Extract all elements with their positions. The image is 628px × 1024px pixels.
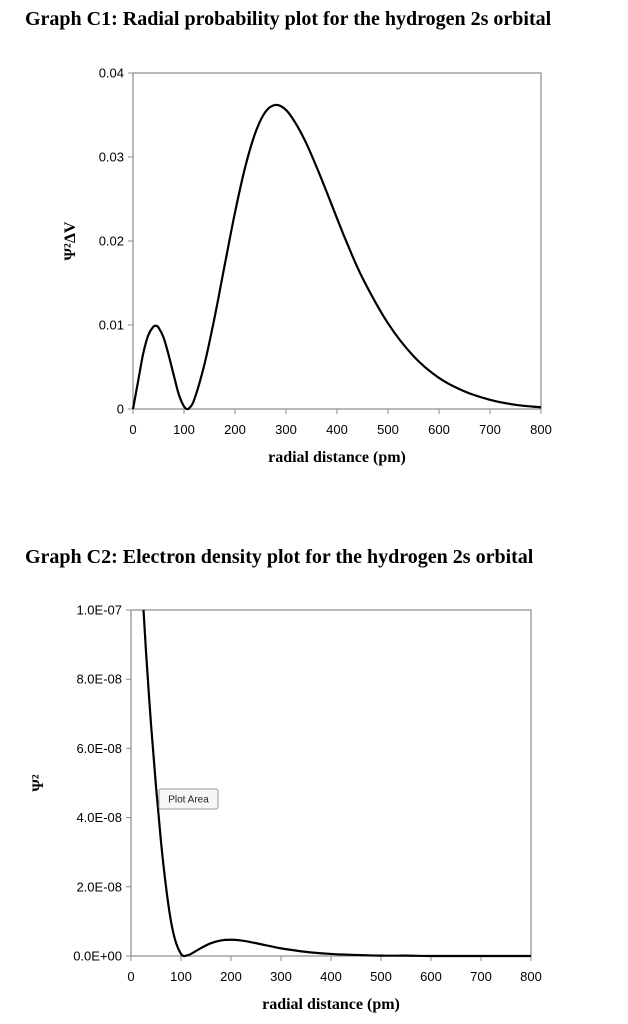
c1-x-tick-label: 400 — [326, 422, 348, 437]
c1-y-tick-label: 0.01 — [99, 318, 124, 333]
c1-y-tick-label: 0.04 — [99, 66, 124, 81]
c2-y-tick-label: 1.0E-07 — [76, 603, 122, 618]
c1-x-tick-label: 100 — [173, 422, 195, 437]
c1-x-tick-label: 0 — [129, 422, 136, 437]
c1-y-tick-label: 0.03 — [99, 150, 124, 165]
c1-x-tick-label: 700 — [479, 422, 501, 437]
c2-x-tick-label: 400 — [320, 969, 342, 984]
c1-x-tick-label: 600 — [428, 422, 450, 437]
c1-y-tick-label: 0.02 — [99, 234, 124, 249]
chart-c1-title: Graph C1: Radial probability plot for th… — [25, 8, 552, 30]
c2-tooltip-text: Plot Area — [168, 795, 209, 806]
c2-y-tick-label: 0.0E+00 — [73, 949, 122, 964]
c2-x-tick-label: 800 — [520, 969, 542, 984]
c1-series-line-0 — [131, 103, 542, 411]
c2-x-tick-label: 300 — [270, 969, 292, 984]
c2-x-tick-label: 700 — [470, 969, 492, 984]
c2-y-tick-label: 6.0E-08 — [76, 741, 122, 756]
c2-tooltip-box — [158, 788, 219, 810]
c1-x-tick-label: 800 — [530, 422, 552, 437]
c1-y-tick-label: 0 — [117, 402, 124, 417]
c2-x-tick-label: 0 — [127, 969, 134, 984]
c2-y-tick-label: 8.0E-08 — [76, 672, 122, 687]
c1-x-tick-label: 200 — [224, 422, 246, 437]
c2-x-tick-label: 100 — [170, 969, 192, 984]
c2-x-tick-label: 200 — [220, 969, 242, 984]
c2-x-tick-label: 500 — [370, 969, 392, 984]
c2-series-line-0 — [142, 609, 531, 958]
chart-c2-title: Graph C2: Electron density plot for the … — [25, 546, 534, 568]
c2-y-tick-label: 4.0E-08 — [76, 810, 122, 825]
c2-y-axis-label: Ψ² — [30, 774, 47, 791]
chart-c1: 0 0.01 0.02 0.03 0.04 0 100 200 300 400 500 600 700 8… — [62, 66, 552, 467]
c1-y-axis-label: Ψ²ΔV — [62, 221, 79, 260]
c2-plot-area — [130, 609, 532, 957]
c1-x-axis-label: radial distance (pm) — [268, 449, 406, 466]
c1-x-tick-label: 500 — [377, 422, 399, 437]
c1-x-tick-label: 300 — [275, 422, 297, 437]
c2-x-axis-label: radial distance (pm) — [262, 996, 400, 1013]
c2-y-tick-label: 2.0E-08 — [76, 879, 122, 894]
c2-x-tick-label: 600 — [420, 969, 442, 984]
